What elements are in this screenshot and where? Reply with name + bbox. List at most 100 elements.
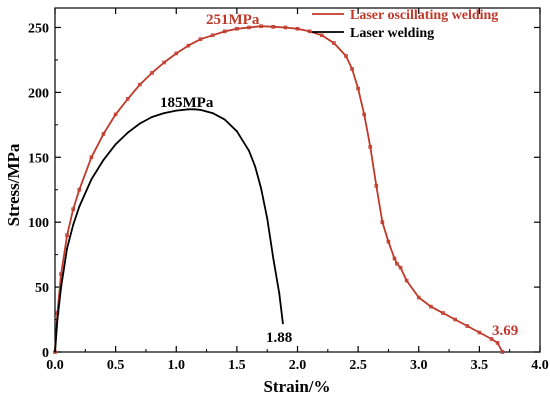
- data-point: [282, 322, 284, 325]
- data-point: [271, 25, 276, 29]
- data-point: [101, 132, 106, 136]
- data-point: [441, 311, 445, 315]
- data-point: [223, 118, 226, 121]
- data-point: [66, 247, 69, 250]
- series-line-laser-oscillating-welding: [54, 25, 504, 353]
- data-point: [380, 220, 385, 224]
- data-point: [283, 25, 288, 30]
- data-point: [222, 29, 227, 34]
- data-point: [90, 178, 93, 181]
- data-point: [199, 109, 202, 111]
- data-point: [187, 108, 190, 111]
- data-point: [332, 41, 336, 45]
- data-point: [500, 350, 505, 354]
- data-point: [54, 351, 56, 353]
- data-point: [162, 60, 166, 65]
- y-tick-label: 150: [28, 151, 49, 166]
- data-point: [344, 54, 348, 58]
- data-point: [477, 330, 482, 335]
- data-point: [102, 158, 105, 161]
- plot-area: 0.0 0.5 1.0 1.5 2.0 2.5 3.0 3.5 4.0 0 50 100 150 200 2…: [28, 7, 549, 373]
- legend-label: Laser oscillating welding: [350, 8, 498, 23]
- y-tick-label: 250: [28, 21, 49, 36]
- data-point: [198, 37, 203, 41]
- data-point: [175, 109, 178, 112]
- data-point: [186, 43, 191, 48]
- data-point: [113, 112, 118, 117]
- data-point: [259, 24, 263, 28]
- x-tick-label: 2.5: [349, 358, 367, 373]
- fracture-strain-label: 3.69: [492, 323, 518, 339]
- data-point: [56, 318, 59, 321]
- series-laser-oscillating-welding: [53, 24, 505, 354]
- data-point: [174, 51, 179, 56]
- data-point: [368, 145, 373, 149]
- x-tick-label: 1.5: [228, 358, 246, 373]
- data-point: [356, 86, 360, 91]
- y-tick-label: 0: [42, 346, 49, 361]
- data-point: [78, 205, 81, 208]
- data-point: [211, 112, 214, 115]
- data-point: [254, 165, 256, 168]
- x-tick-label: 1.0: [168, 358, 186, 373]
- data-point: [398, 265, 403, 270]
- x-tick-label: 3.0: [410, 358, 428, 373]
- data-point: [89, 155, 94, 160]
- x-tick-label: 3.5: [471, 358, 489, 373]
- data-point: [65, 233, 69, 237]
- annotations: 251MPa 3.69 185MPa 1.88: [160, 12, 518, 346]
- data-point: [60, 286, 62, 288]
- series-layer: [53, 24, 505, 354]
- data-point: [72, 223, 75, 226]
- data-point: [362, 112, 366, 117]
- peak-stress-label: 251MPa: [206, 12, 260, 28]
- series-line-laser-welding: [54, 108, 284, 353]
- data-point: [465, 324, 470, 328]
- data-point: [429, 304, 433, 309]
- data-point: [138, 122, 141, 125]
- x-tick-label: 0.0: [46, 358, 64, 373]
- data-point: [235, 130, 238, 133]
- data-point: [235, 26, 239, 31]
- data-point: [404, 278, 409, 283]
- data-point: [307, 29, 312, 34]
- y-tick-label: 100: [28, 216, 49, 231]
- data-point: [210, 33, 215, 38]
- data-point: [125, 97, 130, 101]
- data-point: [150, 71, 154, 75]
- data-point: [350, 67, 354, 71]
- x-tick-label: 4.0: [531, 358, 549, 373]
- data-point: [395, 261, 399, 266]
- data-point: [278, 292, 281, 295]
- y-axis-title: Stress/MPa: [4, 143, 23, 226]
- data-point: [248, 149, 250, 152]
- y-tick-label: 50: [35, 281, 49, 296]
- data-point: [138, 82, 142, 87]
- x-tick-label: 0.5: [107, 358, 125, 373]
- data-point: [247, 25, 251, 30]
- data-point: [260, 187, 263, 190]
- series-laser-welding: [54, 108, 284, 353]
- plot-border: [54, 7, 541, 353]
- data-point: [319, 33, 324, 38]
- data-point: [193, 108, 196, 111]
- data-point: [126, 131, 129, 134]
- data-point: [374, 184, 379, 188]
- data-point: [266, 217, 269, 220]
- legend-label: Laser welding: [350, 26, 434, 41]
- data-point: [272, 257, 275, 260]
- data-point: [495, 341, 500, 345]
- data-point: [163, 112, 166, 115]
- data-point: [114, 143, 117, 146]
- x-tick-label: 2.0: [289, 358, 307, 373]
- data-point: [489, 337, 494, 341]
- y-tick-label: 200: [28, 86, 49, 101]
- data-point: [392, 256, 397, 261]
- x-axis-title: Strain/%: [263, 377, 330, 396]
- fracture-strain-label: 1.88: [266, 330, 292, 346]
- data-point: [151, 116, 153, 118]
- data-point: [386, 239, 391, 244]
- data-point: [295, 26, 300, 31]
- data-point: [453, 317, 457, 322]
